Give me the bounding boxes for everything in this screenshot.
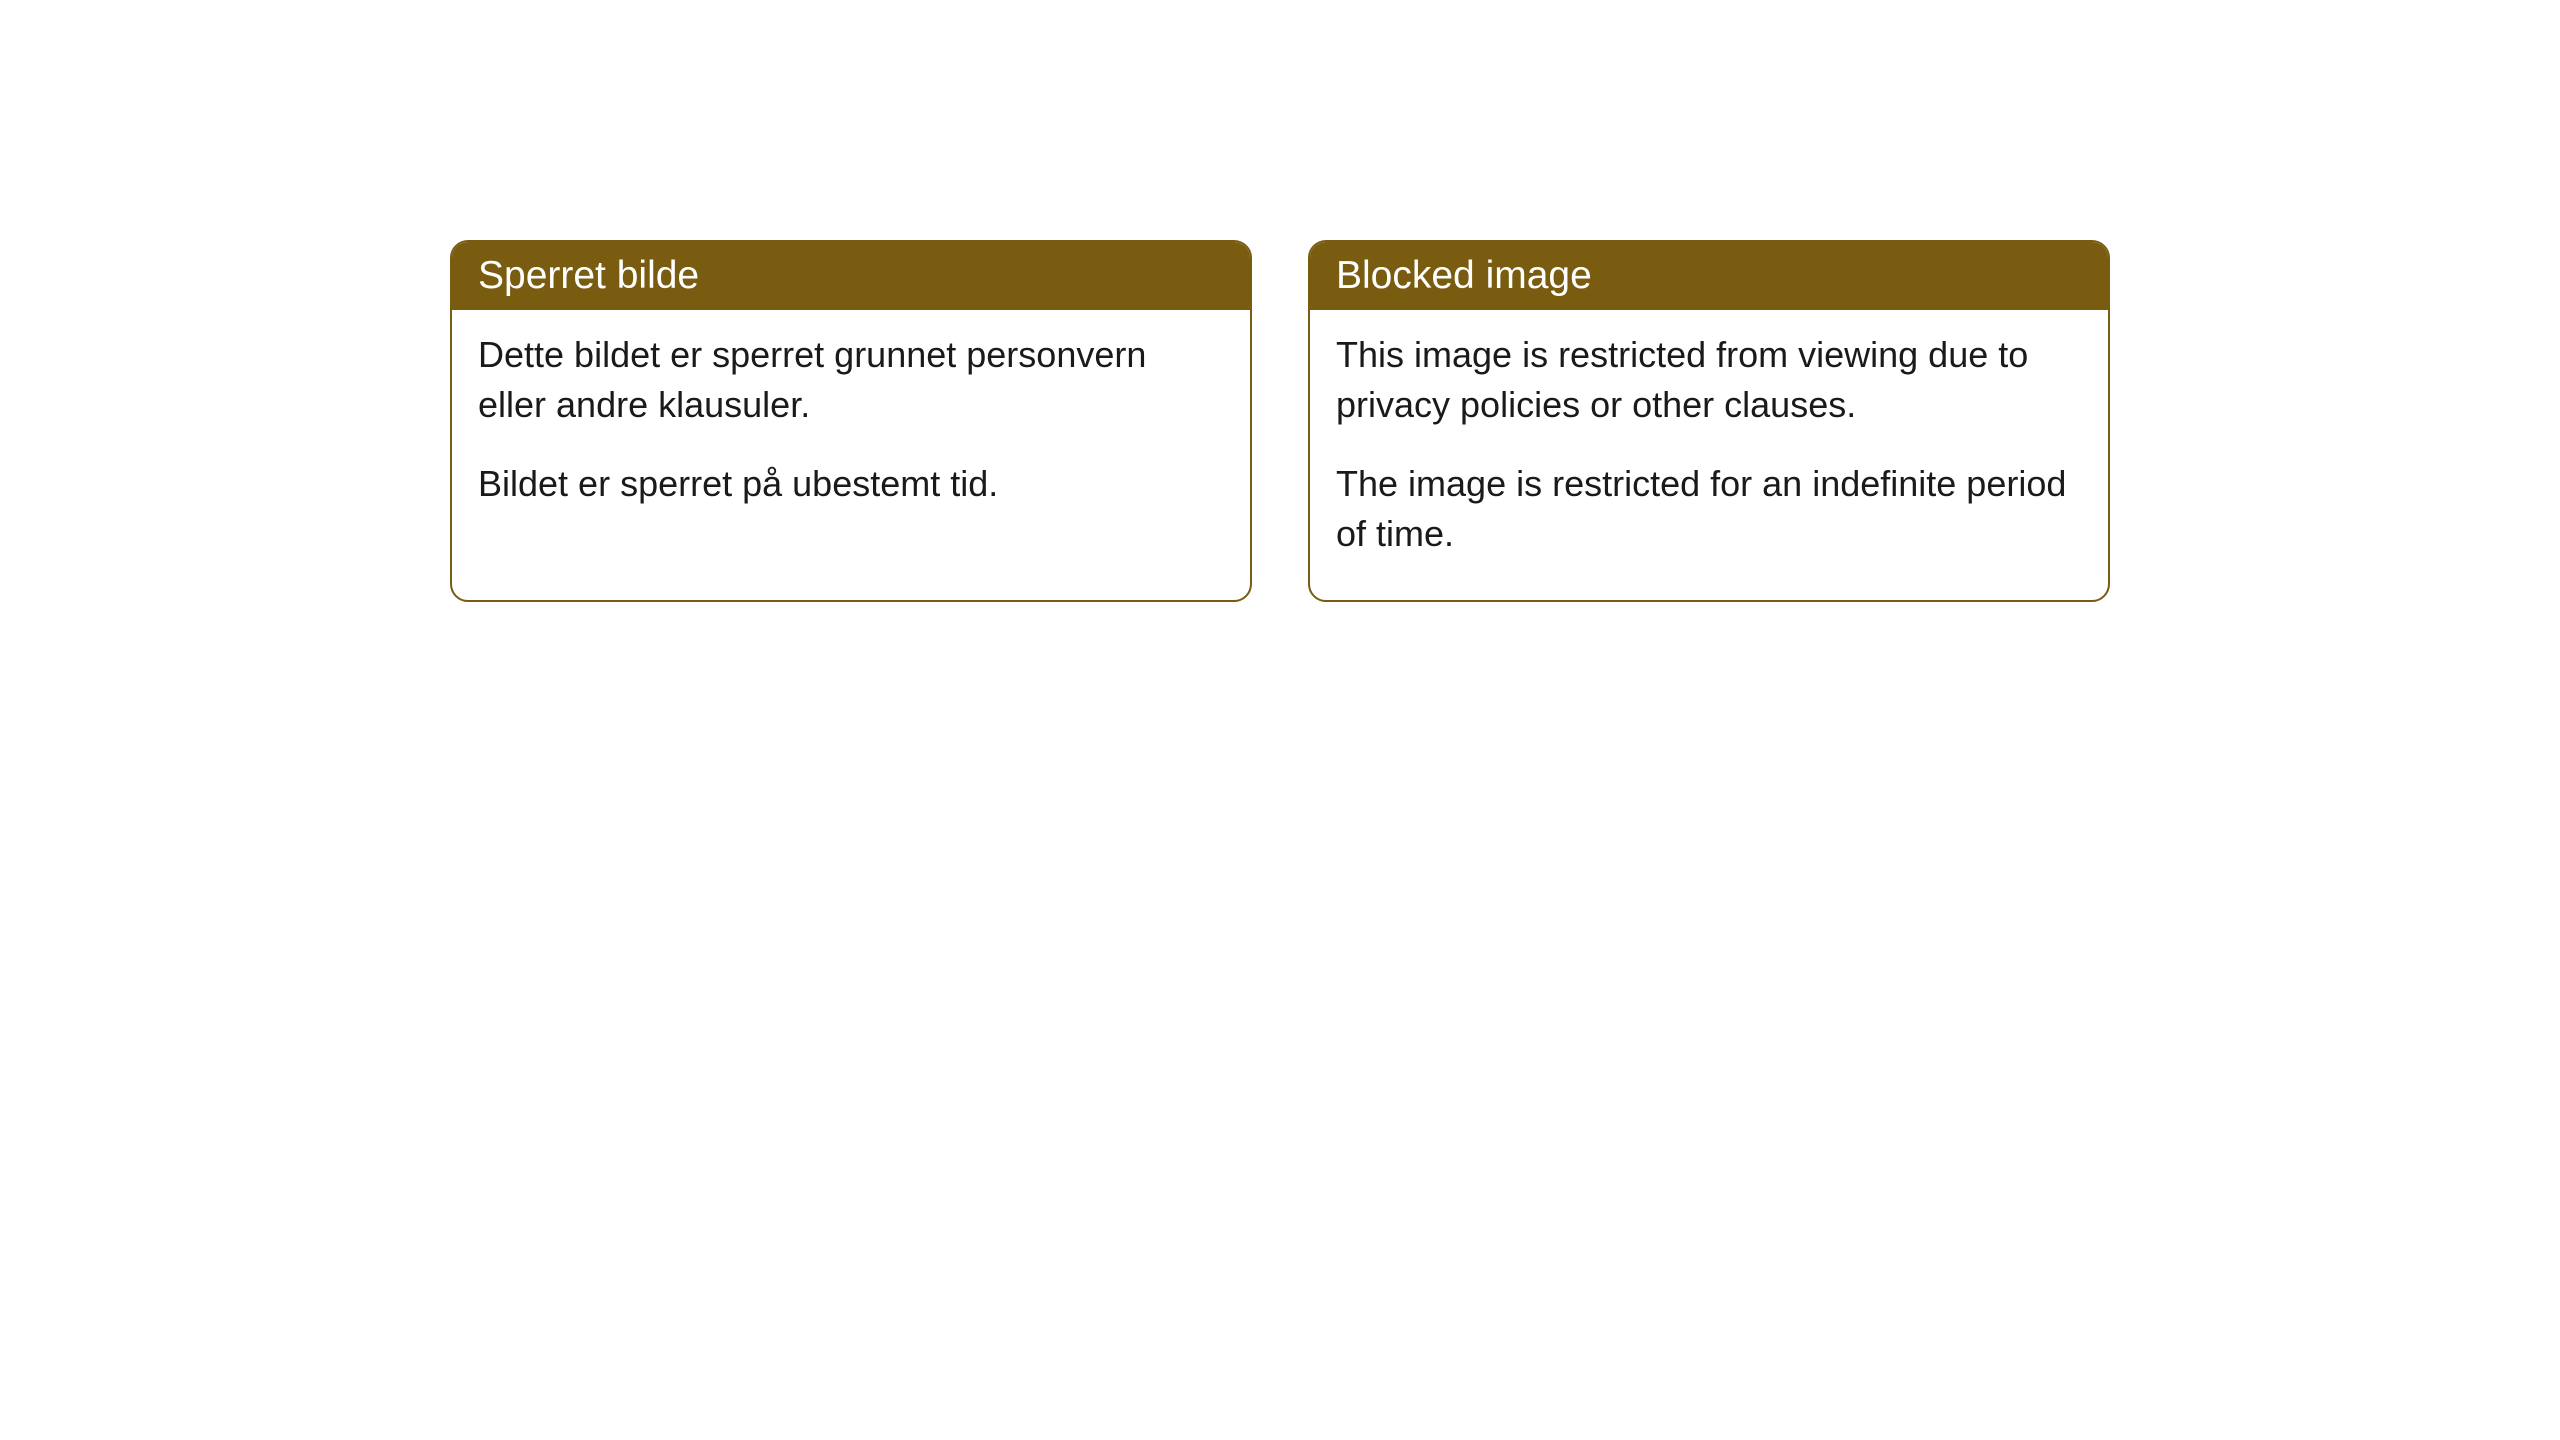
card-title: Sperret bilde	[478, 254, 699, 297]
info-cards-container: Sperret bilde Dette bildet er sperret gr…	[450, 240, 2110, 602]
blocked-image-card-norwegian: Sperret bilde Dette bildet er sperret gr…	[450, 240, 1252, 602]
card-header-norwegian: Sperret bilde	[452, 242, 1250, 310]
card-body-english: This image is restricted from viewing du…	[1310, 310, 2108, 600]
card-paragraph-1: This image is restricted from viewing du…	[1336, 330, 2082, 431]
card-paragraph-2: Bildet er sperret på ubestemt tid.	[478, 459, 1224, 509]
card-paragraph-2: The image is restricted for an indefinit…	[1336, 459, 2082, 560]
card-title: Blocked image	[1336, 254, 1592, 297]
card-header-english: Blocked image	[1310, 242, 2108, 310]
card-paragraph-1: Dette bildet er sperret grunnet personve…	[478, 330, 1224, 431]
card-body-norwegian: Dette bildet er sperret grunnet personve…	[452, 310, 1250, 549]
blocked-image-card-english: Blocked image This image is restricted f…	[1308, 240, 2110, 602]
